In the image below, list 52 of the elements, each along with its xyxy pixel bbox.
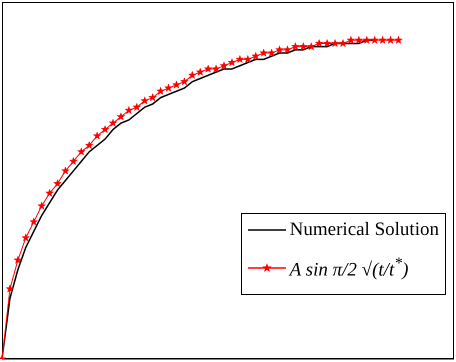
- point: [77, 148, 86, 156]
- point: [6, 284, 14, 292]
- point: [291, 42, 300, 50]
- legend-label: A sin π/2 √(t/t$^{*}$): [290, 254, 408, 282]
- point: [354, 36, 363, 44]
- point: [331, 39, 340, 47]
- point: [220, 62, 228, 70]
- point: [260, 48, 268, 56]
- point: [283, 46, 292, 54]
- point: [14, 256, 22, 264]
- point: [85, 141, 94, 149]
- point: [69, 157, 78, 165]
- point: [196, 68, 204, 76]
- point: [53, 179, 62, 188]
- point: [346, 36, 355, 44]
- point: [323, 39, 332, 47]
- point: [212, 64, 220, 72]
- point: [299, 42, 308, 50]
- point: [268, 48, 276, 56]
- point: [116, 112, 125, 120]
- point: [315, 39, 324, 47]
- point: [164, 84, 173, 92]
- point: [30, 218, 38, 226]
- point: [244, 55, 252, 63]
- point: [46, 189, 54, 197]
- point: [386, 36, 395, 44]
- point: [172, 80, 181, 88]
- point: [108, 118, 118, 127]
- point: [156, 87, 165, 95]
- point: [22, 234, 30, 242]
- point: [140, 96, 149, 104]
- point: [132, 102, 141, 111]
- point: [275, 46, 284, 54]
- point: [370, 36, 379, 44]
- point: [93, 132, 102, 140]
- point: [38, 202, 46, 210]
- point: [378, 36, 387, 44]
- point: [252, 52, 260, 60]
- point: [394, 36, 403, 44]
- point: [307, 42, 316, 50]
- point: [236, 55, 244, 63]
- point: [338, 39, 348, 47]
- point: [101, 125, 110, 133]
- point: [148, 93, 157, 102]
- point: [180, 77, 188, 86]
- legend-label: Numerical Solution: [290, 219, 439, 241]
- point: [61, 166, 70, 174]
- point: [204, 64, 212, 72]
- point: [188, 71, 196, 79]
- point: [228, 58, 236, 66]
- point: [124, 106, 133, 114]
- point: [362, 36, 371, 44]
